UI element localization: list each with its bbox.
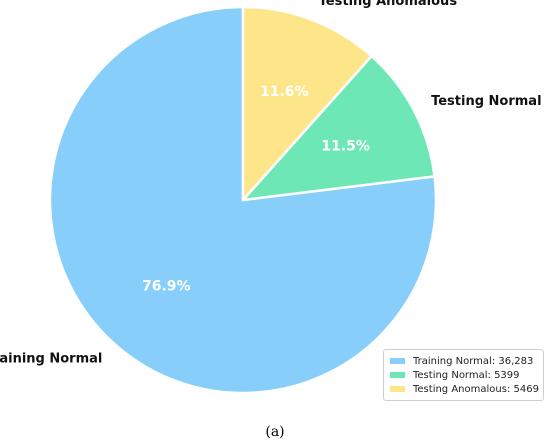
legend-label: Training Normal: 36,283 — [413, 355, 534, 367]
pie-percent-label: 11.6% — [260, 84, 309, 100]
legend-swatch — [390, 372, 405, 378]
legend-item-testing-normal: Testing Normal: 5399 — [390, 368, 537, 382]
pie-slice-testing-anomalous — [241, 5, 373, 202]
pie-labels: 76.9% Training Normal 11.5% Testing Normal 1… — [0, 0, 542, 367]
figure-caption: (a) — [265, 424, 285, 440]
pie-percent-label: 11.5% — [321, 138, 370, 154]
pie-percent-label: 76.9% — [142, 279, 191, 295]
legend-item-testing-anomalous: Testing Anomalous: 5469 — [390, 382, 539, 396]
pie-category-label: Testing Normal — [431, 94, 541, 109]
legend-swatch — [390, 386, 405, 392]
pie-category-label: Testing Anomalous — [319, 0, 458, 9]
pie-category-label: Training Normal — [0, 352, 102, 367]
legend-label: Testing Anomalous: 5469 — [413, 383, 539, 395]
legend-swatch — [390, 358, 405, 364]
pie-slice-testing-normal — [241, 54, 436, 202]
pie-slices — [48, 5, 438, 395]
pie-slice-training-normal — [48, 5, 438, 395]
legend: Training Normal: 36,283 Testing Normal: … — [383, 349, 544, 401]
legend-label: Testing Normal: 5399 — [413, 369, 520, 381]
legend-item-training-normal: Training Normal: 36,283 — [390, 354, 537, 368]
